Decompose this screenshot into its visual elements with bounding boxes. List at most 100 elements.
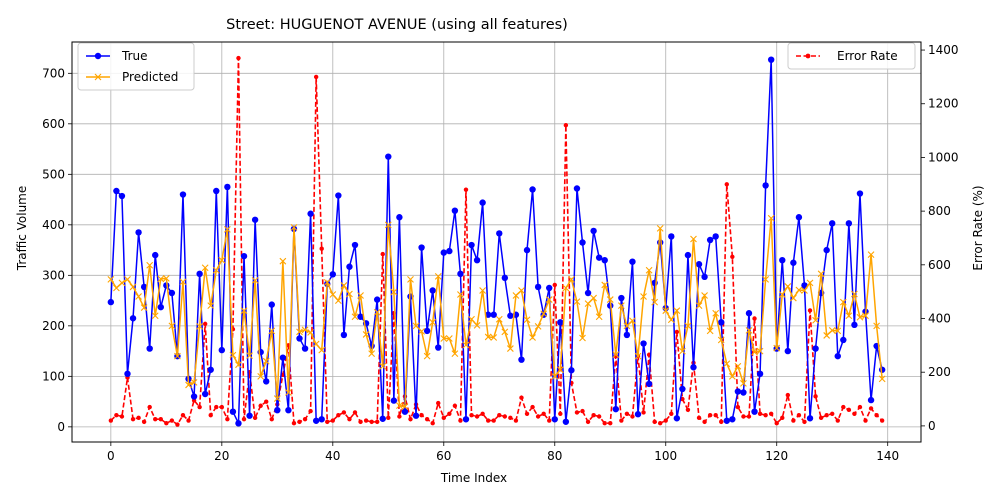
error-point [879, 418, 885, 423]
predicted-point [201, 264, 209, 272]
predicted-point [157, 275, 165, 283]
predicted-point [495, 315, 503, 323]
error-point [752, 316, 757, 321]
true-point [723, 417, 730, 424]
error-point [669, 411, 674, 417]
error-point [608, 421, 613, 426]
predicted-point [862, 312, 869, 320]
error-point [175, 422, 180, 427]
true-point [468, 241, 475, 249]
predicted-point [451, 350, 459, 358]
predicted-point [162, 274, 170, 282]
y2-tick-label: 800 [928, 204, 951, 218]
true-point [568, 367, 575, 374]
true-point [246, 412, 253, 419]
error-point [513, 418, 519, 423]
error-point [824, 412, 829, 418]
predicted-point [407, 275, 414, 283]
x-tick-label: 0 [107, 449, 115, 463]
y2-tick-label: 600 [928, 258, 951, 272]
y2-axis-title: Error Rate (%) [971, 185, 985, 270]
predicted-point [262, 357, 270, 365]
true-point [213, 187, 220, 195]
predicted-point [140, 304, 148, 312]
error-point [236, 55, 241, 61]
true-point [113, 187, 120, 195]
error-point [530, 404, 535, 410]
x-tick-label: 60 [436, 449, 451, 463]
true-point [268, 301, 275, 308]
error-point [164, 421, 169, 426]
true-point [224, 183, 231, 191]
predicted-point [318, 346, 326, 354]
predicted-point [573, 298, 581, 305]
error-point [768, 411, 774, 417]
predicted-point [207, 302, 215, 310]
y2-tick-label: 1200 [928, 97, 959, 111]
true-point [812, 345, 819, 352]
predicted-point [412, 322, 420, 330]
error-point [508, 415, 513, 421]
error-point [153, 416, 158, 422]
predicted-point [445, 335, 453, 342]
predicted-point [834, 327, 842, 335]
predicted-point [751, 348, 758, 356]
error-point [746, 414, 752, 419]
true-point [279, 354, 287, 361]
error-point [563, 123, 569, 128]
true-point [629, 258, 636, 265]
error-point [868, 406, 874, 411]
true-point [806, 415, 814, 422]
legend-predicted-marker [94, 73, 102, 81]
true-point [829, 220, 836, 227]
predicted-point [828, 326, 836, 334]
true-point [484, 311, 492, 318]
predicted-point [812, 316, 819, 324]
predicted-point [701, 292, 708, 299]
predicted-point [334, 297, 342, 304]
error-point [630, 414, 635, 419]
true-point [767, 56, 775, 63]
true-point [285, 406, 292, 414]
predicted-point [717, 336, 725, 344]
error-point [713, 412, 718, 418]
error-point [386, 415, 391, 421]
true-point [718, 319, 725, 326]
predicted-point [518, 287, 525, 294]
predicted-point [257, 372, 265, 380]
error-point [624, 411, 630, 417]
predicted-point [290, 223, 298, 231]
predicted-point [190, 379, 198, 386]
predicted-point [762, 275, 770, 283]
predicted-point [756, 347, 764, 355]
y-axis-right: 0 200 400 600 800 1000 1200 1400 [921, 43, 959, 433]
error-point [336, 412, 341, 418]
predicted-point [679, 347, 686, 355]
error-point [541, 411, 546, 417]
predicted-point [795, 286, 803, 294]
true-point [501, 274, 509, 282]
predicted-point [384, 221, 392, 229]
y2-tick-label: 1000 [928, 150, 959, 164]
error-point [480, 411, 485, 417]
error-point [502, 414, 508, 419]
predicted-point [151, 312, 159, 320]
true-point [562, 418, 570, 425]
predicted-point [312, 340, 320, 348]
true-point [218, 346, 226, 354]
legend-left-box [77, 42, 195, 91]
error-point [297, 419, 302, 425]
error-point [818, 415, 824, 421]
true-point [135, 229, 142, 236]
error-point [547, 418, 552, 423]
error-point [696, 415, 702, 421]
true-point [240, 252, 248, 260]
true-point [263, 378, 270, 385]
predicted-point [185, 381, 192, 389]
error-point [469, 412, 474, 418]
true-point [640, 340, 647, 347]
true-point [296, 335, 303, 342]
true-point [523, 246, 531, 254]
true-point [451, 207, 459, 214]
